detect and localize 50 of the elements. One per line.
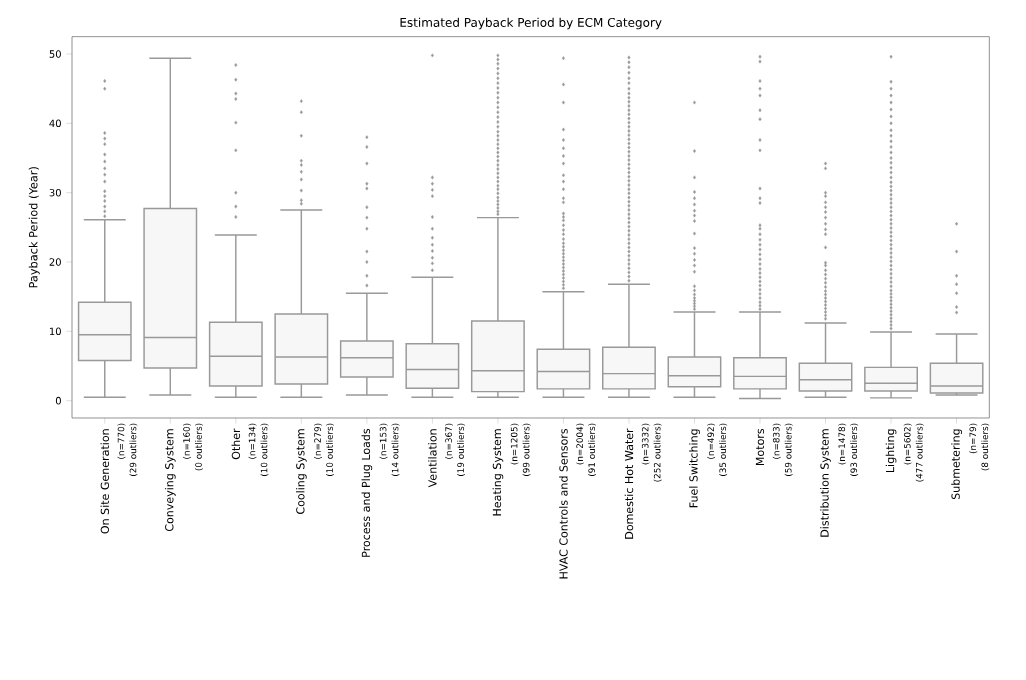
text: (14 outliers) bbox=[391, 423, 400, 476]
text: (10 outliers) bbox=[260, 423, 269, 476]
x-tick-label: Other bbox=[231, 428, 241, 460]
text: (477 outliers) bbox=[915, 423, 924, 482]
text: (91 outliers) bbox=[588, 423, 597, 476]
text: (252 outliers) bbox=[653, 423, 662, 482]
y-tick-label: 50 bbox=[49, 50, 61, 58]
text: (n=279) bbox=[314, 423, 322, 459]
text: (59 outliers) bbox=[784, 423, 793, 476]
y-tick-label: 40 bbox=[49, 119, 61, 128]
x-tick-label: Fuel Switching bbox=[689, 429, 700, 508]
text: (n=2004) bbox=[576, 423, 585, 465]
y-tick-label: 20 bbox=[49, 258, 61, 266]
text: (n=79) bbox=[969, 423, 978, 454]
x-tick-label: Cooling System bbox=[295, 429, 307, 514]
text: (n=770) bbox=[117, 423, 126, 459]
text: (19 outliers) bbox=[457, 423, 465, 476]
text: (n=367) bbox=[445, 423, 453, 459]
x-tick-label: Lighting bbox=[885, 429, 897, 473]
text: (29 outliers) bbox=[129, 423, 138, 476]
x-tick-label: Conveying System bbox=[164, 429, 176, 532]
x-tick-label: Domestic Hot Water bbox=[624, 428, 634, 539]
x-tick-label: On Site Generation bbox=[100, 429, 110, 534]
text: (8 outliers) bbox=[981, 423, 990, 471]
text: (0 outliers) bbox=[195, 423, 203, 471]
text: (93 outliers) bbox=[850, 423, 859, 476]
x-tick-label: HVAC Controls and Sensors bbox=[559, 428, 568, 579]
text: (n=134) bbox=[248, 423, 257, 459]
x-tick-label: Ventilation bbox=[428, 429, 437, 488]
text: (10 outliers) bbox=[326, 423, 334, 476]
text: (n=492) bbox=[707, 423, 716, 459]
x-tick-label: Motors bbox=[755, 428, 765, 466]
text: (n=153) bbox=[379, 423, 388, 459]
chart-title: Estimated Payback Period by ECM Category bbox=[400, 17, 662, 30]
x-tick-label: Distribution System bbox=[820, 429, 831, 537]
x-tick-label: Heating System bbox=[492, 429, 504, 516]
text: (n=5602) bbox=[903, 423, 912, 465]
x-tick-label: Process and Plug Loads bbox=[361, 428, 373, 557]
y-tick-label: 0 bbox=[55, 396, 61, 405]
text: (35 outliers) bbox=[719, 423, 728, 476]
text: (n=3332) bbox=[641, 423, 650, 465]
text: (n=1205) bbox=[510, 423, 519, 465]
text: (n=160) bbox=[183, 423, 191, 459]
text: (99 outliers) bbox=[522, 423, 531, 476]
y-tick-label: 30 bbox=[49, 188, 61, 197]
text: (n=833) bbox=[772, 423, 781, 459]
y-tick-label: 10 bbox=[49, 327, 61, 336]
text: (n=1478) bbox=[838, 423, 847, 465]
y-axis-title: Payback Period (Year) bbox=[28, 167, 40, 288]
x-tick-label: Submetering bbox=[951, 429, 962, 500]
